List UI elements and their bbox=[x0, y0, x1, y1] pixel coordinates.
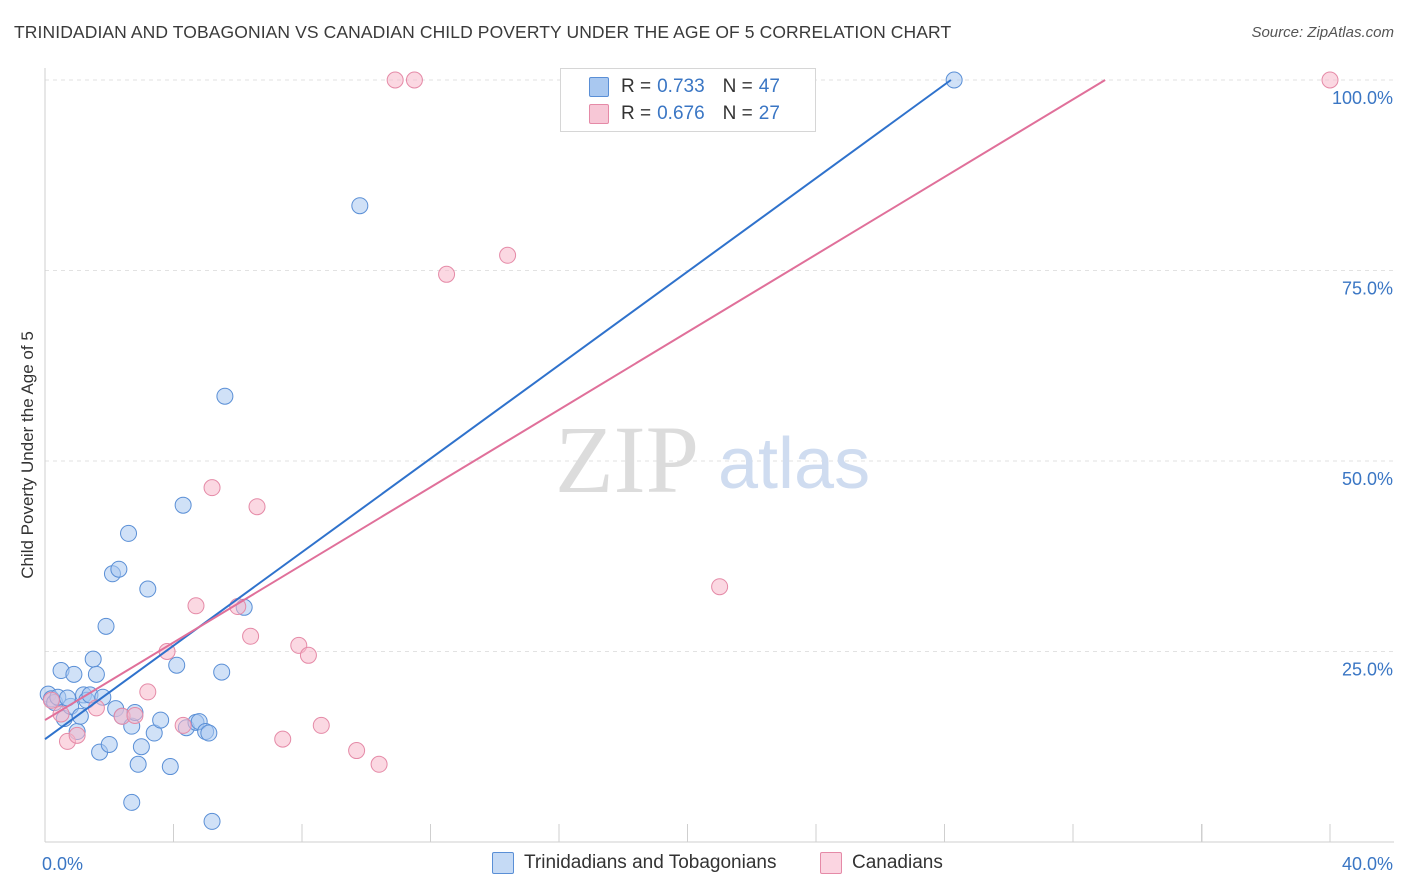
trinidadian-point bbox=[87, 665, 105, 683]
canadian-point bbox=[711, 578, 729, 596]
canadian-point bbox=[42, 691, 60, 709]
canadian-point bbox=[370, 755, 388, 773]
legend-swatch-pink bbox=[589, 104, 609, 124]
canadian-point bbox=[52, 705, 70, 723]
trinidadian-point bbox=[200, 724, 218, 742]
canadian-point bbox=[274, 730, 292, 748]
y-tick-label: 25.0% bbox=[1342, 660, 1393, 680]
canadian-point bbox=[242, 627, 260, 645]
y-tick-label: 75.0% bbox=[1342, 279, 1393, 299]
legend-n-label: N = bbox=[722, 76, 753, 97]
trinidadian-point bbox=[65, 665, 83, 683]
trinidadian-point bbox=[213, 663, 231, 681]
chart-title: TRINIDADIAN AND TOBAGONIAN VS CANADIAN C… bbox=[14, 22, 952, 42]
trinidadian-point bbox=[100, 735, 118, 753]
series-legend-label: Trinidadians and Tobagonians bbox=[524, 852, 777, 873]
correlation-legend: R = 0.733 N = 47 R = 0.676 N = 27 bbox=[560, 68, 816, 132]
watermark-atlas: atlas bbox=[718, 424, 870, 504]
trinidadian-point bbox=[161, 758, 179, 776]
trinidadian-point bbox=[120, 524, 138, 542]
canadian-point bbox=[299, 646, 317, 664]
trinidadian-point bbox=[945, 71, 963, 89]
trinidadian-point bbox=[152, 711, 170, 729]
canadian-point bbox=[187, 597, 205, 615]
canadian-point bbox=[174, 716, 192, 734]
trinidadian-point bbox=[71, 707, 89, 725]
canadian-point bbox=[438, 265, 456, 283]
trinidadian-point bbox=[139, 580, 157, 598]
trinidadian-point bbox=[129, 755, 147, 773]
y-tick-label: 50.0% bbox=[1342, 469, 1393, 489]
series-legend: Trinidadians and Tobagonians Canadians bbox=[0, 852, 1406, 876]
legend-swatch-blue bbox=[589, 77, 609, 97]
trinidadian-point bbox=[174, 496, 192, 514]
trinidadian-point bbox=[84, 650, 102, 668]
trinidadian-point bbox=[216, 387, 234, 405]
trinidadian-trend-line bbox=[44, 79, 952, 740]
legend-r-value: 0.676 bbox=[657, 103, 705, 124]
trinidadian-point bbox=[168, 656, 186, 674]
y-tick-label: 100.0% bbox=[1332, 88, 1393, 108]
canadian-point bbox=[312, 716, 330, 734]
trinidadian-point bbox=[203, 812, 221, 830]
canadian-point bbox=[499, 246, 517, 264]
series-legend-canadians: Canadians bbox=[820, 852, 943, 874]
legend-row-canadians: R = 0.676 N = 27 bbox=[621, 102, 780, 126]
legend-r-label: R = bbox=[621, 103, 652, 124]
trinidadian-point bbox=[123, 793, 141, 811]
source-credit: Source: ZipAtlas.com bbox=[1251, 24, 1394, 41]
canadian-point bbox=[126, 707, 144, 725]
trinidadian-point bbox=[132, 738, 150, 756]
legend-n-label: N = bbox=[722, 103, 753, 124]
legend-r-label: R = bbox=[621, 76, 652, 97]
series-legend-trinidadians: Trinidadians and Tobagonians bbox=[492, 852, 776, 874]
legend-r-value: 0.733 bbox=[657, 76, 705, 97]
canadian-point bbox=[348, 742, 366, 760]
trinidadian-point bbox=[97, 617, 115, 635]
canadian-point bbox=[68, 726, 86, 744]
legend-n-value: 27 bbox=[758, 103, 780, 124]
watermark-zip: ZIP bbox=[555, 406, 699, 513]
series-legend-label: Canadians bbox=[852, 852, 943, 873]
legend-row-trinidadians: R = 0.733 N = 47 bbox=[621, 75, 780, 99]
canadian-point bbox=[139, 683, 157, 701]
trinidadian-point bbox=[110, 560, 128, 578]
series-swatch-pink bbox=[820, 852, 842, 874]
series-swatch-blue bbox=[492, 852, 514, 874]
legend-n-value: 47 bbox=[758, 76, 780, 97]
x-tick-label: 0.0% bbox=[42, 854, 83, 874]
canadian-trend-line bbox=[44, 79, 1106, 721]
trinidadian-point bbox=[351, 197, 369, 215]
canadian-point bbox=[1321, 71, 1339, 89]
canadian-point bbox=[248, 498, 266, 516]
canadian-point bbox=[386, 71, 404, 89]
canadian-point bbox=[405, 71, 423, 89]
canadian-point bbox=[203, 479, 221, 497]
x-tick-label: 40.0% bbox=[1342, 854, 1393, 874]
